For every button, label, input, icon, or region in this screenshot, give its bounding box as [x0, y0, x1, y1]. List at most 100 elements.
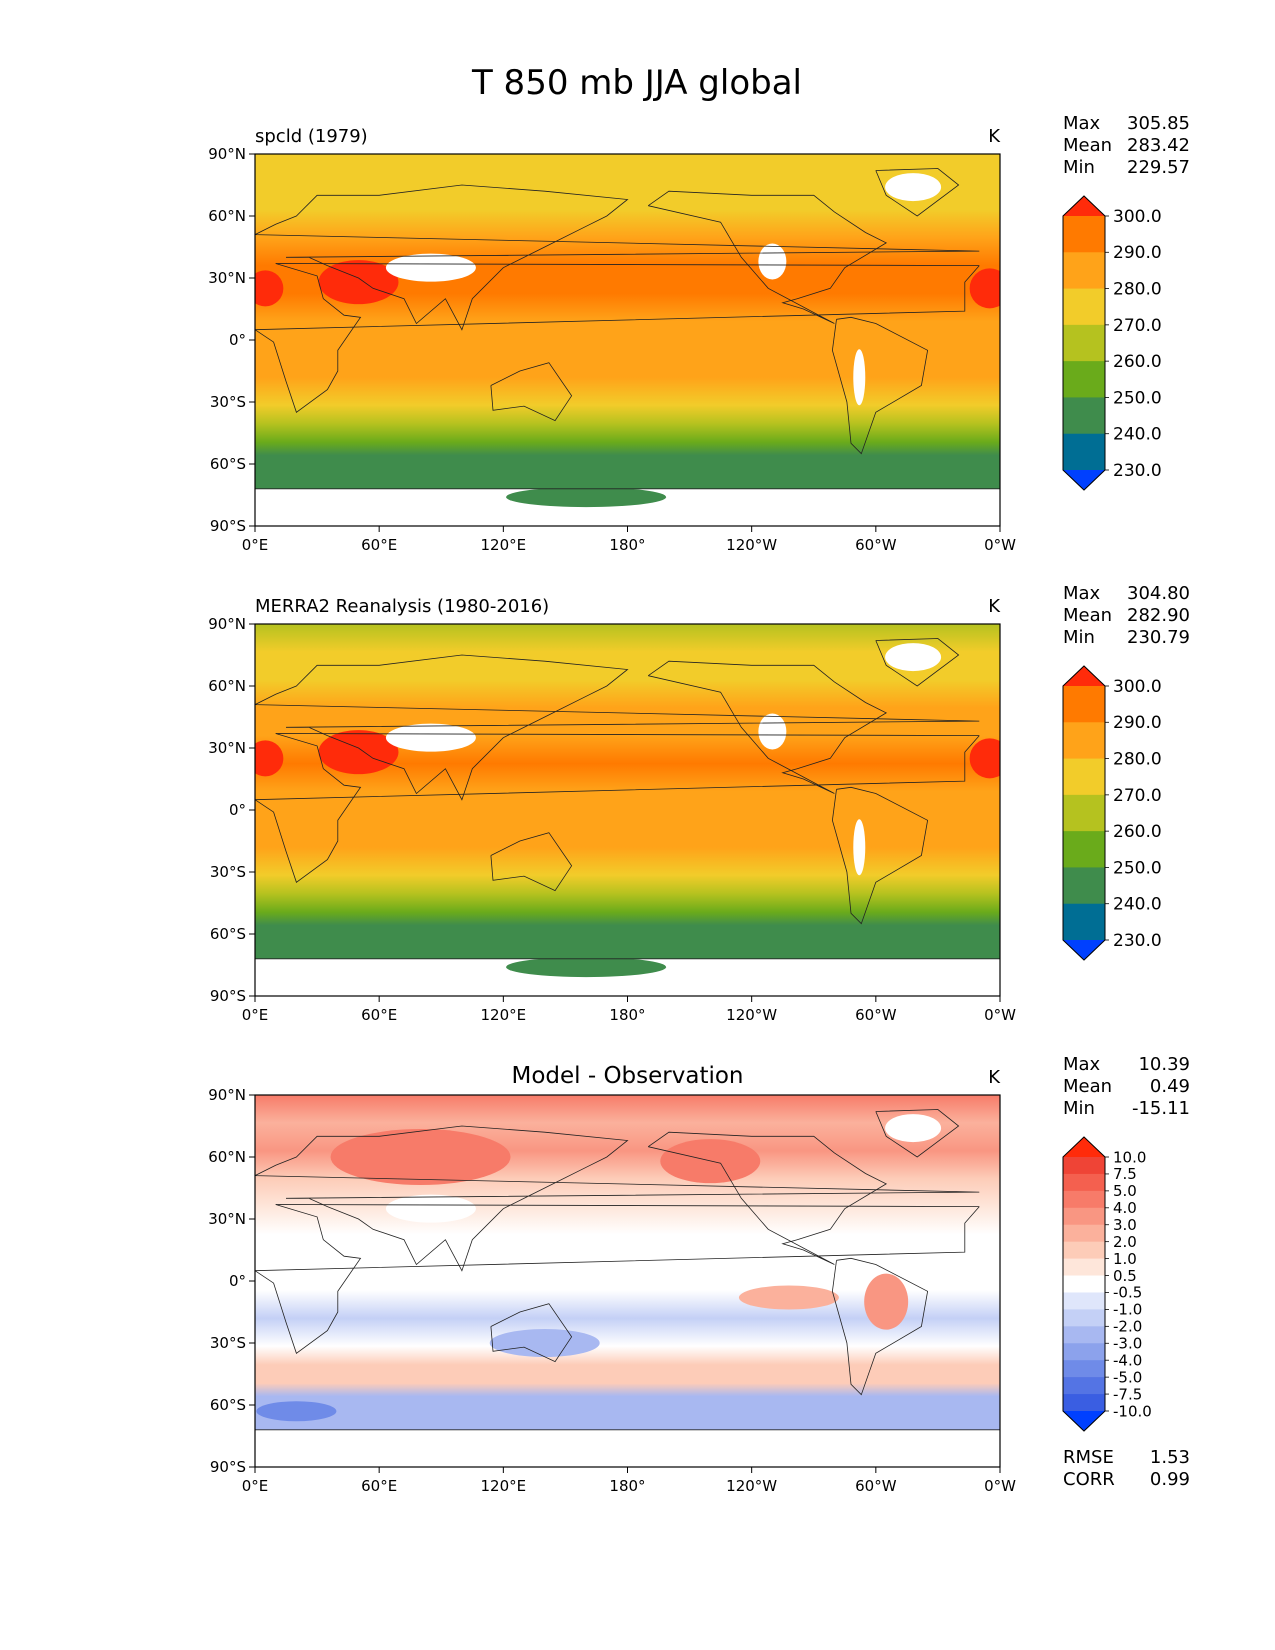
colorbar-segment — [1063, 1377, 1105, 1395]
units-label: K — [988, 1067, 1001, 1088]
coastline — [831, 316, 929, 455]
lon-tick-label: 0°E — [242, 536, 269, 554]
lat-tick-label: 0° — [229, 801, 246, 819]
colorbar: 10.07.55.04.03.02.01.00.5-0.5-1.0-2.0-3.… — [1062, 1136, 1152, 1432]
masked-rockies — [758, 243, 787, 280]
colorbar-segment — [1063, 1224, 1105, 1243]
colorbar-segment — [1063, 361, 1105, 398]
colorbar-tick-label: 280.0 — [1113, 280, 1162, 300]
stat-label: Mean — [1063, 605, 1112, 626]
colorbar-tick-label: 250.0 — [1113, 388, 1162, 408]
lon-tick-label: 0°E — [242, 1006, 269, 1024]
lat-tick-label: 60°N — [208, 677, 246, 695]
colorbar-segment — [1063, 758, 1105, 796]
coastline — [831, 1257, 929, 1396]
coastlines — [255, 1109, 1000, 1431]
lon-tick-label: 60°E — [361, 1006, 397, 1024]
colorbar-tick-label: -4.0 — [1113, 1351, 1142, 1369]
masked-andes — [853, 349, 866, 406]
temperature-field — [255, 624, 1000, 959]
lat-tick-label: 90°S — [210, 987, 246, 1005]
colorbar: 300.0 290.0 280.0 270.0 260.0 250.0 240.0 230.0 — [1062, 195, 1162, 491]
lon-tick-label: 60°W — [855, 536, 897, 554]
hot-spot-sahara — [255, 270, 284, 307]
colorbar-segment — [1063, 1258, 1105, 1277]
colorbar-segment — [1063, 1173, 1105, 1192]
lat-tick-label: 60°N — [208, 1148, 246, 1166]
lon-tick-label: 120°W — [726, 1006, 777, 1024]
colorbar-segment — [1063, 1275, 1105, 1293]
coastline — [647, 1131, 888, 1265]
colorbar-tick-label: 270.0 — [1113, 316, 1162, 336]
colorbar-extend-min — [1063, 1411, 1105, 1431]
colorbar-tick-label: 280.0 — [1113, 750, 1162, 770]
colorbar-tick-label: 3.0 — [1113, 1216, 1137, 1234]
lat-tick-label: 90°S — [210, 517, 246, 535]
colorbar-tick-label: -2.0 — [1113, 1318, 1142, 1336]
colorbar-tick-label: 2.0 — [1113, 1233, 1137, 1251]
lat-tick-label: 30°N — [208, 739, 246, 757]
colorbar-tick-label: 5.0 — [1113, 1182, 1137, 1200]
coastline — [255, 1125, 980, 1272]
coastlines — [255, 168, 1000, 490]
panel-difference: 0°E 60°E 120°E 180° 120°W 60°W 0°W 90°N 60°N 30°N… — [208, 1054, 1190, 1495]
masked-tibet — [385, 1194, 476, 1223]
cool-antarctic-coast — [256, 1401, 337, 1422]
colorbar-tick-label: 300.0 — [1113, 677, 1162, 697]
colorbar-tick-label: 240.0 — [1113, 895, 1162, 915]
colorbar-tick-label: 1.0 — [1113, 1250, 1137, 1268]
stat-value: 305.85 — [1127, 113, 1190, 134]
colorbar-segment — [1063, 1190, 1105, 1209]
coastline — [875, 638, 960, 687]
lon-tick-label: 120°E — [481, 1006, 527, 1024]
colorbar-segment — [1063, 1326, 1105, 1344]
lon-tick-label: 120°E — [481, 536, 527, 554]
colorbar-extend-min — [1063, 940, 1105, 960]
lat-tick-label: 30°S — [210, 1334, 246, 1352]
colorbar-tick-label: 290.0 — [1113, 243, 1162, 263]
hot-spot-sahara — [255, 740, 284, 777]
stat-label: Max — [1063, 113, 1101, 134]
colorbar-tick-label: -0.5 — [1113, 1284, 1142, 1302]
corner-stat-label: RMSE — [1063, 1447, 1114, 1468]
hot-spot-sahara-edge — [969, 738, 1000, 779]
lon-tick-label: 180° — [609, 1006, 645, 1024]
hot-spot-sahara-edge — [969, 268, 1000, 309]
colorbar-tick-label: -3.0 — [1113, 1335, 1142, 1353]
warm-siberia — [330, 1129, 511, 1185]
stat-value: -15.11 — [1132, 1098, 1190, 1119]
hot-spot-arabia — [318, 260, 399, 305]
lat-tick-label: 30°S — [210, 393, 246, 411]
colorbar-tick-label: 300.0 — [1113, 207, 1162, 227]
lat-tick-label: 90°N — [208, 615, 246, 633]
stat-label: Mean — [1063, 1076, 1112, 1097]
lat-tick-label: 0° — [229, 331, 246, 349]
lat-tick-label: 60°S — [210, 1396, 246, 1414]
stat-value: 10.39 — [1138, 1054, 1190, 1075]
stat-value: 0.49 — [1150, 1076, 1190, 1097]
lat-tick-label: 90°N — [208, 145, 246, 163]
warm-east-pacific — [738, 1285, 839, 1310]
colorbar-extend-max — [1063, 1137, 1105, 1157]
stat-value: 283.42 — [1127, 135, 1190, 156]
colorbar-segment — [1063, 903, 1105, 941]
coastline — [255, 733, 980, 883]
colorbar-segment — [1063, 288, 1105, 326]
colorbar-tick-label: 250.0 — [1113, 858, 1162, 878]
coastline — [490, 1303, 573, 1363]
lat-tick-label: 30°N — [208, 1210, 246, 1228]
colorbar-segment — [1063, 831, 1105, 868]
colorbar-tick-label: -10.0 — [1113, 1402, 1152, 1420]
field — [255, 624, 1000, 996]
coastline — [255, 184, 980, 331]
colorbar-extend-max — [1063, 196, 1105, 216]
colorbar-segment — [1063, 1309, 1105, 1327]
colorbar-tick-label: 290.0 — [1113, 713, 1162, 733]
hot-spot-arabia — [318, 730, 399, 775]
colorbar-segment — [1063, 722, 1105, 760]
lon-tick-label: 0°W — [984, 1006, 1016, 1024]
masked-tibet — [385, 723, 476, 752]
colorbar-extend-max — [1063, 666, 1105, 686]
lon-tick-label: 60°E — [361, 1477, 397, 1495]
warm-amazon — [864, 1273, 909, 1330]
